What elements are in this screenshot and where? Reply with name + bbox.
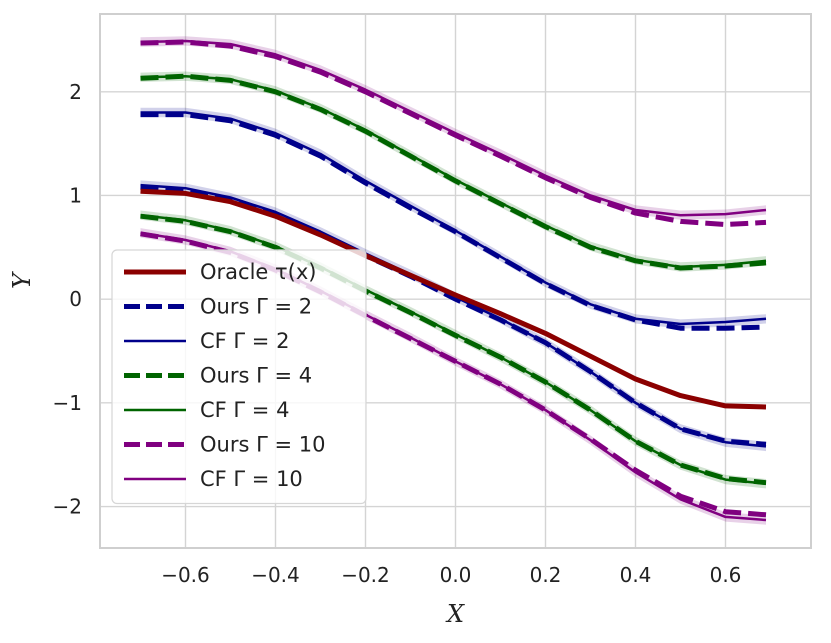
tick-labels: −0.6 −0.4 −0.2 0.0 0.2 0.4 0.6 −2 −1 0 1 2 (53, 80, 742, 587)
series-line-ours-10-upper (140, 39, 767, 227)
legend-label: CF Γ = 10 (200, 467, 303, 491)
x-tick-label: −0.6 (161, 563, 210, 587)
series-line-oracle-x (140, 188, 767, 410)
legend: Oracle τ(x) Ours Γ = 2 CF Γ = 2 Ours Γ = 4 C… (111, 249, 367, 505)
x-tick-label: 0.0 (440, 563, 472, 587)
confidence-band (140, 228, 766, 525)
series-line-ours-2-upper (140, 112, 767, 331)
y-tick-label: 0 (69, 287, 82, 311)
legend-label: CF Γ = 2 (200, 329, 289, 353)
confidence-band (140, 36, 766, 220)
series-line-ours-4-upper (140, 73, 767, 271)
x-axis-label: X (445, 600, 465, 628)
legend-label: Ours Γ = 10 (200, 433, 325, 457)
x-tick-label: 0.6 (710, 563, 742, 587)
series-line-ours-4 (140, 213, 767, 486)
plot-frame (99, 13, 812, 549)
legend-label: Ours Γ = 4 (200, 364, 312, 388)
plot-border (99, 13, 812, 549)
x-tick-label: −0.4 (251, 563, 300, 587)
confidence-band (140, 210, 766, 489)
x-tick-label: 0.2 (530, 563, 562, 587)
legend-label: Oracle τ(x) (200, 260, 316, 284)
legend-box (111, 249, 367, 505)
x-tick-label: −0.2 (341, 563, 390, 587)
y-tick-label: −1 (53, 391, 82, 415)
y-axis-label: Y (8, 271, 36, 289)
x-tick-label: 0.4 (620, 563, 652, 587)
legend-label: Ours Γ = 2 (200, 295, 312, 319)
y-tick-label: −2 (53, 495, 82, 519)
y-tick-label: 1 (69, 183, 82, 207)
legend-label: CF Γ = 4 (200, 398, 289, 422)
y-tick-label: 2 (69, 80, 82, 104)
